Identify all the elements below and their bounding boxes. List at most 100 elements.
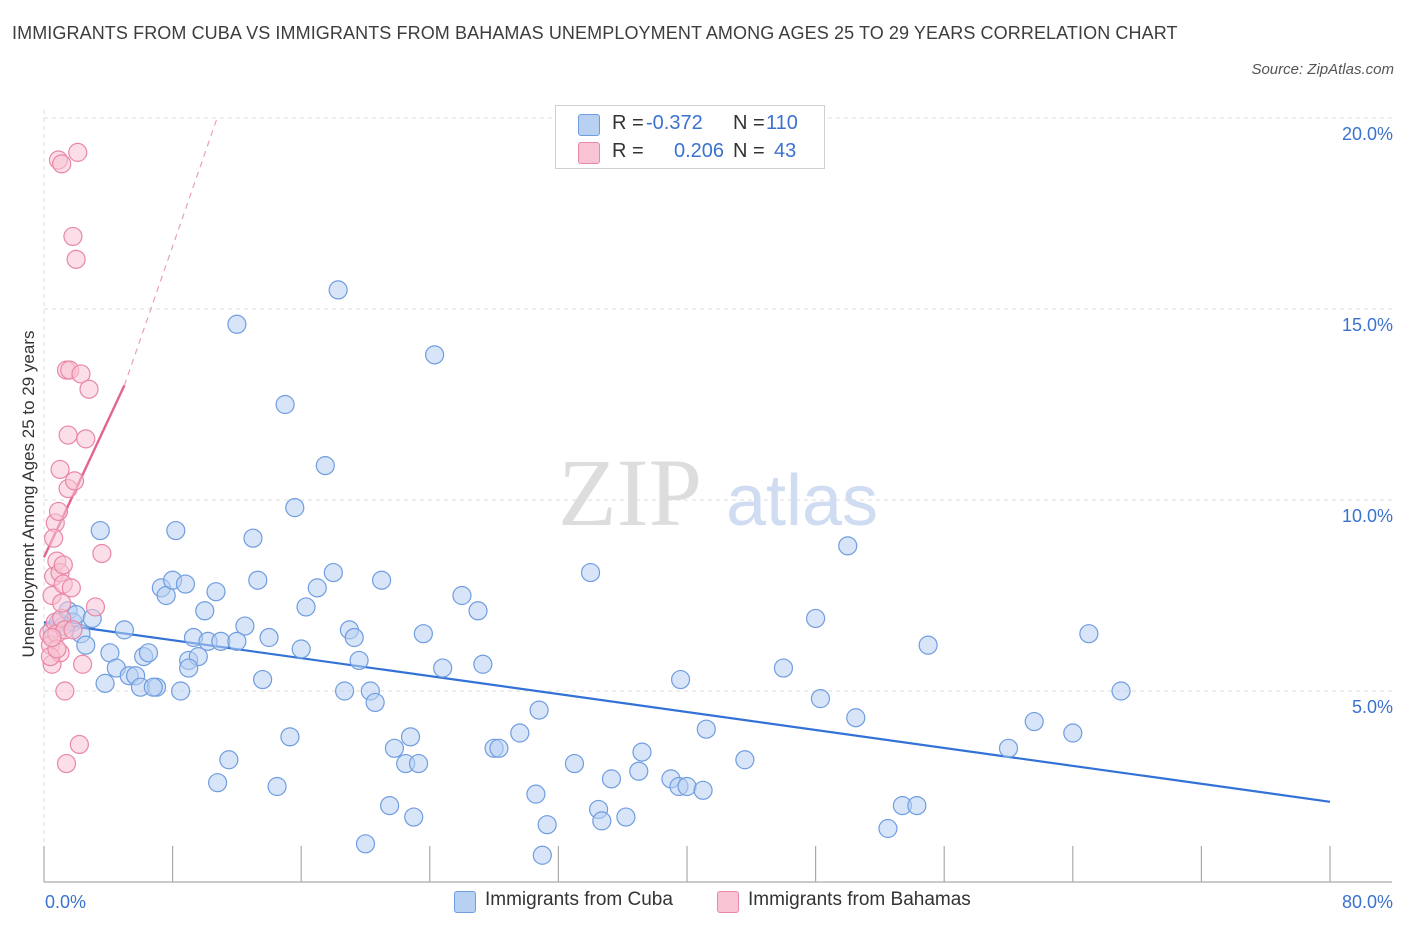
point-cuba	[90, 520, 110, 541]
trend-line-bahamas-extension	[123, 117, 218, 386]
point-cuba	[907, 795, 927, 816]
point-cuba	[404, 807, 424, 827]
point-cuba	[1079, 624, 1099, 644]
point-cuba	[166, 520, 186, 541]
point-bahamas	[63, 226, 83, 247]
point-cuba	[510, 723, 530, 743]
point-cuba	[371, 570, 392, 590]
legend-r-value: 0.206	[674, 140, 725, 162]
y-tick-label: 5.0%	[1352, 697, 1393, 717]
legend-r-value: -0.372	[646, 112, 703, 134]
chart-title: IMMIGRANTS FROM CUBA VS IMMIGRANTS FROM …	[12, 23, 1178, 43]
point-cuba	[846, 708, 866, 728]
legend-n-label: N =	[733, 140, 765, 162]
point-cuba	[253, 669, 273, 690]
point-cuba	[355, 834, 376, 854]
x-tick-label: 0.0%	[45, 892, 86, 912]
x-tick-label: 80.0%	[1342, 892, 1393, 912]
point-cuba	[296, 597, 316, 617]
point-cuba	[1111, 681, 1131, 701]
point-cuba	[564, 753, 585, 774]
point-cuba	[315, 456, 335, 476]
point-cuba	[1024, 711, 1044, 732]
point-cuba	[285, 498, 305, 518]
y-axis-label: Unemployment Among Ages 25 to 29 years	[19, 331, 38, 658]
point-cuba	[206, 582, 226, 602]
point-cuba	[693, 780, 713, 800]
legend-swatch-cuba	[578, 114, 600, 136]
point-cuba	[267, 776, 287, 797]
point-cuba	[532, 845, 552, 865]
point-cuba	[323, 562, 343, 583]
point-cuba	[696, 719, 716, 739]
point-cuba	[400, 727, 421, 747]
point-cuba	[580, 562, 601, 583]
point-bahamas	[92, 543, 112, 564]
point-cuba	[175, 574, 196, 594]
point-cuba	[468, 601, 488, 621]
grid-lines	[44, 117, 1392, 692]
point-cuba	[616, 807, 636, 827]
point-cuba	[138, 643, 159, 663]
point-cuba	[291, 639, 311, 659]
correlation-legend: R = -0.372 N = 110 R = 0.206 N = 43	[555, 105, 825, 169]
point-bahamas	[79, 379, 99, 399]
point-bahamas	[61, 578, 81, 598]
y-tick-label: 15.0%	[1342, 315, 1393, 335]
point-bahamas	[48, 501, 69, 522]
point-cuba	[529, 700, 549, 720]
legend-r-label: R =	[612, 112, 644, 134]
point-cuba	[76, 635, 96, 655]
point-cuba	[219, 750, 239, 770]
point-cuba	[380, 795, 400, 816]
point-bahamas	[69, 734, 89, 755]
point-bahamas	[72, 654, 93, 674]
point-cuba	[677, 776, 697, 797]
point-cuba	[805, 608, 826, 629]
point-cuba	[878, 818, 898, 839]
point-cuba	[592, 811, 612, 831]
point-bahamas	[71, 364, 91, 384]
point-cuba	[670, 669, 691, 690]
bottom-legend-swatch-cuba	[454, 891, 476, 913]
point-cuba	[452, 585, 472, 606]
point-cuba	[211, 631, 231, 651]
legend-n-label: N =	[733, 112, 765, 134]
point-bahamas	[64, 471, 85, 491]
point-cuba	[179, 658, 199, 678]
point-cuba	[735, 750, 755, 770]
y-tick-label: 20.0%	[1342, 124, 1393, 144]
point-cuba	[384, 738, 405, 758]
axes	[43, 110, 1392, 883]
data-points	[39, 142, 1131, 865]
point-cuba	[629, 761, 649, 781]
y-tick-label: 10.0%	[1342, 506, 1393, 526]
point-cuba	[632, 742, 652, 762]
point-bahamas	[68, 142, 88, 162]
point-cuba	[243, 528, 263, 548]
bottom-legend-swatch-bahamas	[717, 891, 739, 913]
point-bahamas	[58, 425, 78, 445]
point-bahamas	[56, 753, 77, 774]
point-cuba	[335, 681, 355, 701]
point-bahamas	[63, 620, 83, 640]
point-cuba	[275, 394, 295, 415]
point-cuba	[1063, 723, 1083, 743]
point-cuba	[208, 773, 228, 793]
point-cuba	[537, 815, 557, 835]
point-bahamas	[76, 429, 96, 449]
point-cuba	[114, 620, 134, 640]
watermark-zip: ZIP	[558, 439, 702, 546]
point-bahamas	[85, 597, 106, 617]
point-cuba	[601, 769, 622, 789]
legend-r-label: R =	[612, 140, 644, 162]
point-bahamas	[44, 528, 64, 548]
trend-line-cuba	[43, 621, 1331, 803]
point-cuba	[235, 616, 255, 636]
point-cuba	[227, 631, 247, 651]
tick-labels: 5.0% 10.0% 15.0% 20.0% 0.0% 80.0%	[45, 124, 1393, 912]
point-cuba	[489, 738, 509, 758]
point-cuba	[433, 658, 453, 678]
point-cuba	[408, 753, 429, 774]
